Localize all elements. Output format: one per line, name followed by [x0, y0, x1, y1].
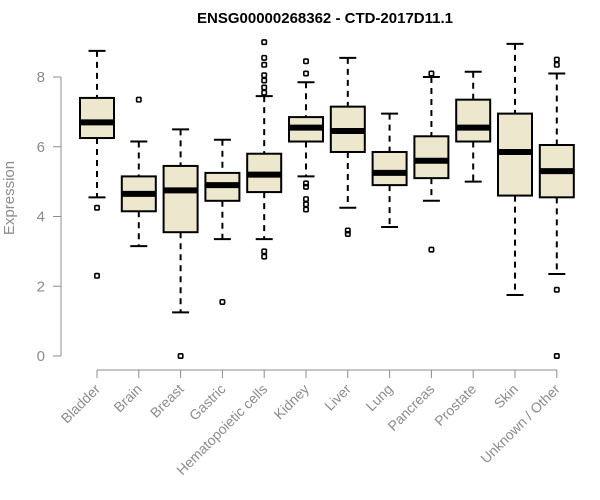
outlier-point — [553, 61, 560, 68]
outlier-point — [302, 70, 309, 77]
outlier-point — [261, 54, 268, 61]
box-group — [371, 112, 408, 228]
x-tick-label: Liver — [321, 381, 354, 414]
x-tick-label: Prostate — [431, 381, 479, 429]
y-axis-label: Expression — [1, 161, 18, 235]
box-group — [162, 128, 199, 359]
x-tick-label: Kidney — [271, 381, 313, 423]
outlier-point — [553, 56, 560, 63]
iqr-box — [455, 98, 492, 143]
outlier-point — [261, 89, 268, 96]
box-group — [246, 39, 283, 260]
x-tick-label: Breast — [147, 381, 187, 421]
x-tick-label: Brain — [110, 381, 144, 415]
y-tick-label: 4 — [37, 209, 45, 226]
outlier-point — [261, 253, 268, 260]
box-group — [288, 58, 324, 213]
box-group — [455, 70, 492, 183]
x-tick-label: Skin — [491, 381, 522, 412]
box-group — [204, 138, 241, 305]
outlier-point — [177, 352, 184, 359]
outlier-point — [553, 352, 560, 359]
y-tick-label: 0 — [37, 348, 45, 365]
outlier-point — [261, 61, 268, 68]
outlier-point — [261, 39, 268, 46]
outlier-point — [261, 84, 268, 91]
outlier-point — [135, 96, 142, 103]
outlier-point — [344, 230, 351, 237]
outlier-point — [428, 246, 435, 253]
x-tick-label: Bladder — [58, 381, 104, 427]
iqr-box — [162, 164, 199, 234]
outlier-point — [302, 58, 309, 65]
iqr-box — [413, 135, 450, 180]
boxes — [79, 39, 575, 359]
outlier-point — [428, 70, 435, 77]
outlier-point — [261, 77, 268, 84]
box-group — [497, 42, 533, 296]
x-tick-label: Lung — [362, 381, 395, 414]
outlier-point — [219, 298, 226, 305]
outlier-point — [94, 204, 101, 211]
chart-title: ENSG00000268362 - CTD-2017D11.1 — [197, 10, 453, 27]
box-group — [79, 49, 115, 279]
y-tick-label: 6 — [37, 139, 45, 156]
outlier-point — [302, 206, 309, 213]
y-tick-label: 2 — [37, 278, 45, 295]
box-group — [329, 56, 366, 237]
outlier-point — [302, 201, 309, 208]
outlier-point — [344, 227, 351, 234]
outlier-point — [302, 196, 309, 203]
box-group — [120, 96, 157, 248]
outlier-point — [261, 72, 268, 79]
iqr-box — [371, 150, 408, 187]
outlier-point — [302, 183, 309, 190]
box-group — [538, 56, 575, 359]
outlier-point — [94, 272, 101, 279]
y-ticks: 0 2 4 6 8 — [37, 69, 61, 365]
iqr-box — [79, 96, 115, 140]
box-group — [413, 70, 450, 253]
outlier-point — [553, 286, 560, 293]
outlier-point — [302, 180, 309, 187]
x-tick-label: Unknown / Other — [477, 381, 563, 467]
outlier-point — [261, 248, 268, 255]
y-tick-label: 8 — [37, 69, 45, 86]
